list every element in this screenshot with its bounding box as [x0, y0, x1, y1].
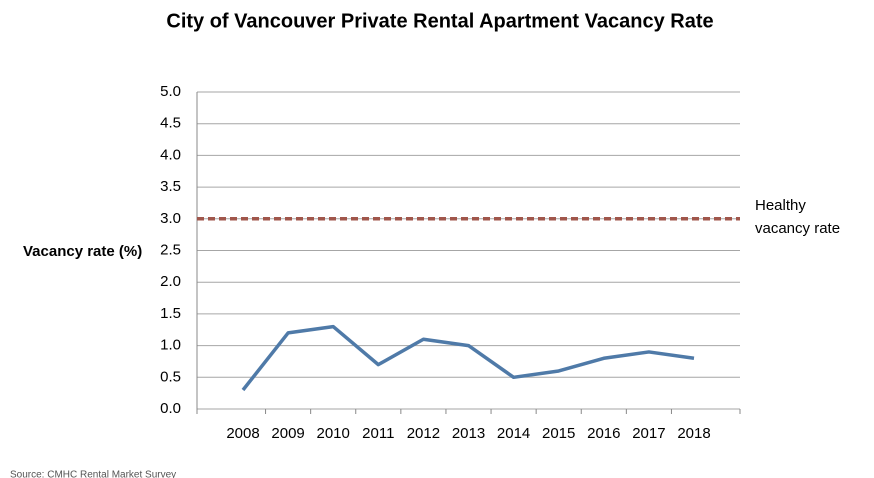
reference-label: Healthy — [755, 197, 806, 214]
x-tick-label: 2015 — [542, 425, 575, 442]
x-tick-label: 2011 — [362, 425, 394, 442]
data-line — [241, 324, 695, 392]
reference-label: vacancy rate — [755, 220, 840, 237]
y-tick-label: 4.0 — [160, 146, 181, 163]
y-tick-label: 4.5 — [160, 115, 181, 132]
x-tick-label: 2010 — [317, 425, 350, 442]
x-tick-label: 2012 — [407, 425, 440, 442]
y-tick-label: 1.0 — [160, 337, 181, 354]
x-tick-label: 2014 — [497, 425, 530, 442]
x-tick-label: 2008 — [226, 425, 259, 442]
x-tick-label: 2016 — [587, 425, 620, 442]
source-note: Source: CMHC Rental Market Survey — [10, 470, 176, 478]
y-tick-label: 0.5 — [160, 368, 181, 385]
x-tick-label: 2018 — [677, 425, 710, 442]
y-tick-label: 3.5 — [160, 178, 181, 195]
x-tick-label: 2017 — [632, 425, 665, 442]
y-tick-label: 1.5 — [160, 305, 181, 322]
x-tick-label: 2013 — [452, 425, 485, 442]
chart-title: City of Vancouver Private Rental Apartme… — [166, 10, 713, 32]
y-tick-label: 5.0 — [160, 83, 181, 100]
y-tick-label: 3.0 — [160, 210, 181, 227]
y-tick-label: 2.5 — [160, 241, 181, 258]
y-axis-label: Vacancy rate (%) — [23, 243, 142, 260]
x-tick-label: 2009 — [271, 425, 304, 442]
y-tick-label: 0.0 — [160, 400, 181, 417]
y-tick-label: 2.0 — [160, 273, 181, 290]
